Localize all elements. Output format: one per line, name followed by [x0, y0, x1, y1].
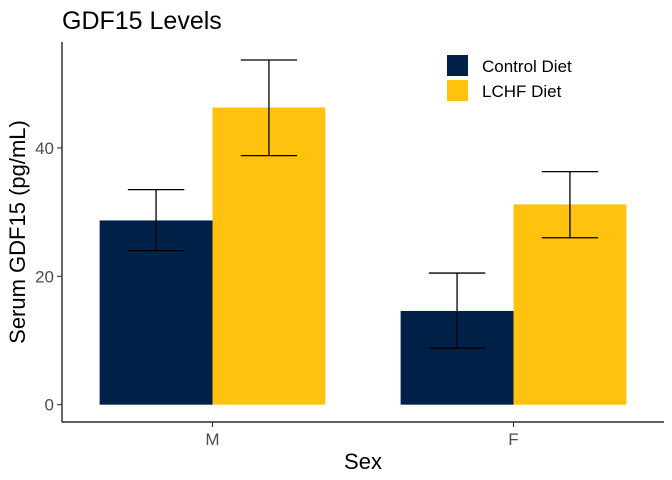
error-bar — [127, 188, 185, 252]
legend-swatch — [447, 55, 468, 76]
y-axis-title: Serum GDF15 (pg/mL) — [5, 120, 30, 344]
y-tick-label: 20 — [35, 267, 54, 286]
y-tick-label: 0 — [45, 396, 54, 415]
error-bar — [541, 171, 599, 239]
legend-label: LCHF Diet — [482, 82, 562, 101]
x-axis-title: Sex — [344, 449, 382, 474]
y-axis-ticks: 0 20 40 — [35, 139, 62, 415]
x-tick-label: F — [508, 430, 518, 449]
y-tick-label: 40 — [35, 139, 54, 158]
chart-title: GDF15 Levels — [62, 7, 222, 35]
legend-label: Control Diet — [482, 57, 572, 76]
error-bar — [428, 272, 486, 349]
x-tick-label: M — [205, 430, 219, 449]
error-bar — [240, 59, 298, 157]
legend: Control Diet LCHF Diet — [447, 55, 572, 101]
bar — [212, 107, 326, 405]
legend-swatch — [447, 80, 468, 101]
plot-area — [99, 59, 627, 405]
